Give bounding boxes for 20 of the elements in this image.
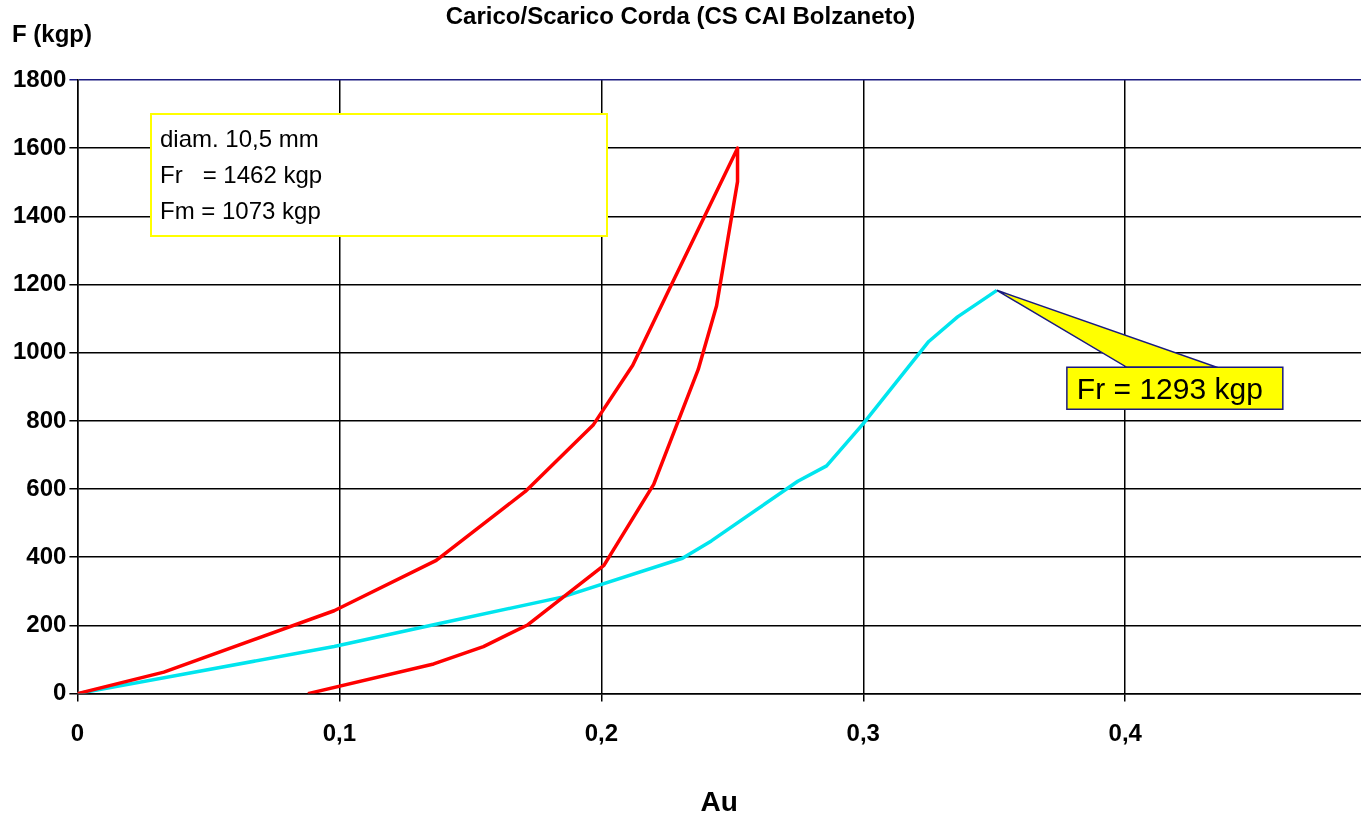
annotation: Fr = 1293 kgp bbox=[1076, 371, 1263, 405]
y-tick-label: 1200 bbox=[13, 269, 67, 297]
y-tick-label: 0 bbox=[53, 678, 67, 706]
y-tick-label: 1800 bbox=[13, 64, 67, 92]
y-axis-title: F (kgp) bbox=[12, 20, 92, 48]
y-tick-label: 200 bbox=[26, 610, 67, 638]
note-box: diam. 10,5 mm Fr = 1462 kgp Fm = 1073 kgp bbox=[150, 113, 608, 237]
x-tick-label: 0,2 bbox=[584, 718, 618, 746]
chart-title: Carico/Scarico Corda (CS CAI Bolzaneto) bbox=[445, 2, 916, 29]
x-axis-title: Au bbox=[700, 785, 738, 817]
x-tick-label: 0,3 bbox=[846, 718, 880, 746]
y-tick-label: 1400 bbox=[13, 200, 67, 228]
y-tick-label: 800 bbox=[26, 405, 67, 433]
y-tick-label: 600 bbox=[26, 473, 67, 501]
x-tick-label: 0,4 bbox=[1108, 718, 1143, 746]
y-tick-label: 1600 bbox=[13, 132, 67, 160]
y-tick-label: 400 bbox=[26, 541, 67, 569]
x-tick-label: 0,1 bbox=[322, 718, 357, 746]
y-tick-label: 1000 bbox=[13, 337, 67, 365]
x-tick-label: 0 bbox=[70, 718, 85, 746]
